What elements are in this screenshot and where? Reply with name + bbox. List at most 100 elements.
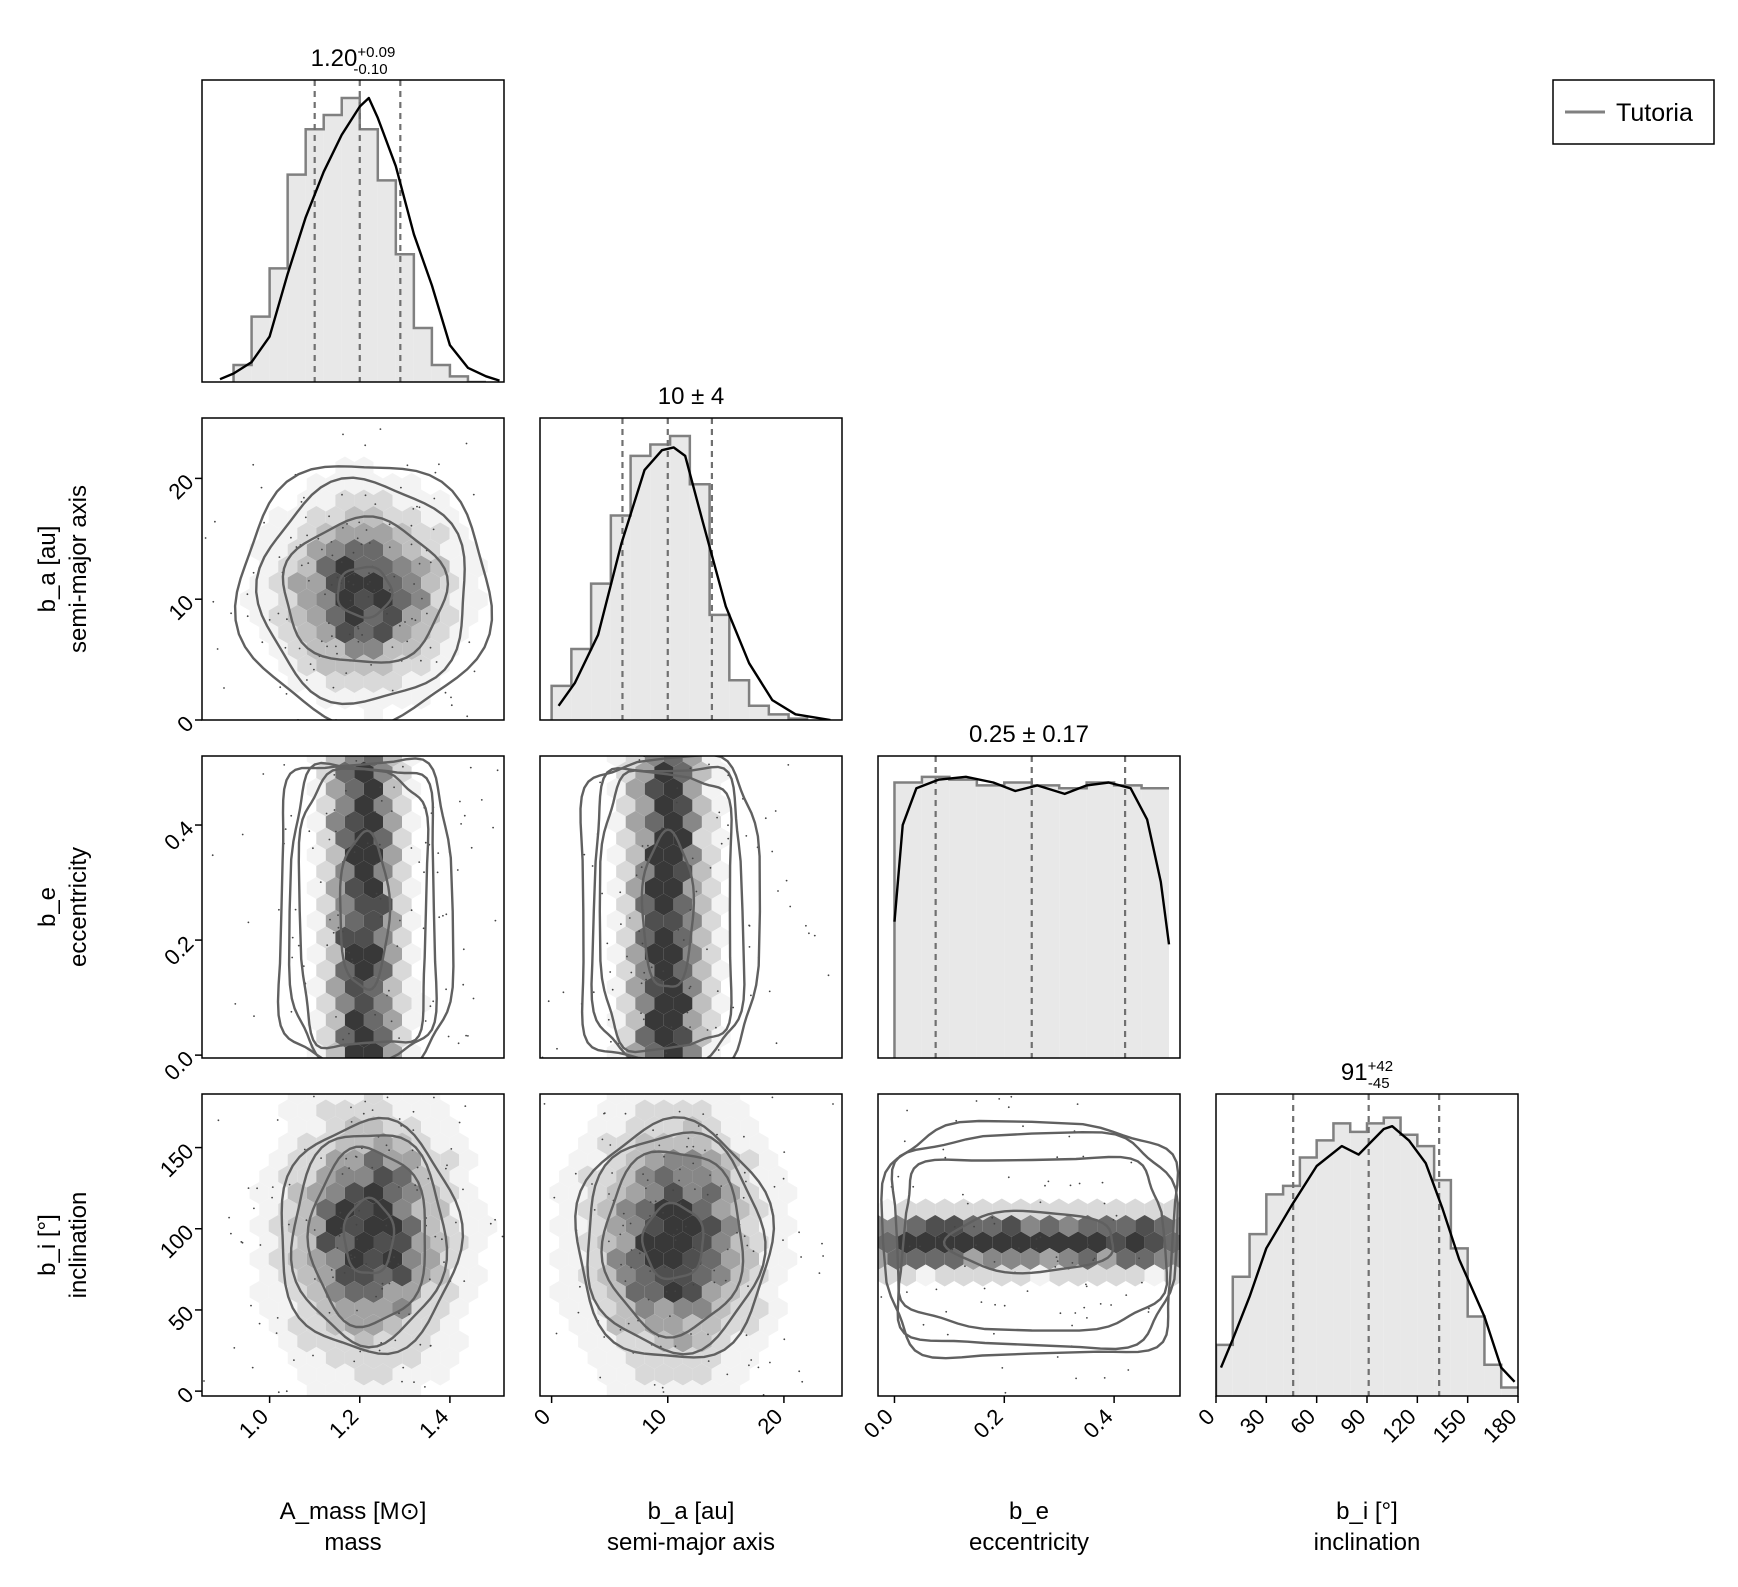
sample-dot — [571, 1132, 573, 1134]
sample-dot — [375, 892, 378, 895]
sample-dot — [443, 1261, 445, 1263]
histogram-bar — [1031, 785, 1060, 1058]
contour-level-1 — [897, 1155, 1169, 1332]
sample-dot — [1056, 1260, 1059, 1262]
hexbin-cell — [663, 1380, 683, 1396]
hexbin-cell — [663, 1281, 683, 1303]
x-axis-label: b_i [°] — [1336, 1498, 1398, 1525]
sample-dot — [945, 1310, 948, 1313]
hexbin-cell — [654, 860, 674, 883]
hexbin-cell — [1049, 1231, 1069, 1254]
sample-dot — [282, 1063, 284, 1065]
sample-dot — [662, 1391, 665, 1393]
hexbin-cell — [402, 1314, 422, 1336]
sample-dot — [336, 1247, 339, 1249]
hexbin-cell — [306, 1281, 326, 1303]
sample-dot — [345, 950, 348, 953]
histogram-bar — [359, 129, 378, 382]
sample-dot — [434, 1235, 437, 1238]
sample-dot — [1083, 1306, 1086, 1309]
sample-dot — [718, 811, 721, 814]
hexbin-cell — [616, 926, 636, 949]
hexbin-cell — [383, 473, 403, 495]
hexbin-cell — [335, 1059, 354, 1081]
sample-dot — [908, 1245, 911, 1248]
sample-dot — [1018, 1247, 1020, 1249]
hexbin-cell — [383, 943, 403, 965]
sample-dot — [366, 842, 369, 845]
sample-dot — [398, 1312, 400, 1315]
sample-dot — [435, 661, 438, 663]
sample-dot — [410, 543, 413, 546]
sample-dot — [411, 1149, 414, 1152]
hexbin-cell — [644, 943, 664, 965]
sample-dot — [429, 1278, 431, 1281]
hexbin-cell — [944, 1248, 964, 1270]
sample-dot — [216, 648, 219, 650]
hexbin-cell — [1135, 1215, 1155, 1237]
hexbin-cell — [916, 1231, 936, 1254]
sample-dot — [807, 1495, 809, 1497]
sample-dot — [262, 773, 265, 775]
hexbin-cell — [363, 1149, 383, 1171]
sample-dot — [610, 1040, 612, 1043]
histogram-bar — [269, 268, 288, 382]
sample-dot — [329, 918, 331, 921]
hexbin-cell — [711, 926, 731, 949]
hexbin-cell — [316, 1099, 336, 1122]
hexbin-cell — [1135, 1248, 1155, 1270]
contour-level-1 — [281, 515, 450, 664]
hexbin-cell — [1011, 1198, 1031, 1221]
hexbin-cell — [663, 1314, 683, 1336]
hexbin-cell — [402, 976, 422, 998]
hexbin-cell — [635, 1264, 655, 1287]
sample-dot — [647, 844, 649, 847]
hexbin-cell — [278, 1132, 298, 1155]
hexbin-cell — [354, 621, 374, 644]
hexbin-cell — [459, 1281, 479, 1303]
sample-dot — [345, 789, 347, 792]
hexbin-cell — [392, 1264, 412, 1287]
hexbin-cell — [344, 572, 364, 594]
sample-dot — [426, 612, 428, 615]
sample-dot — [459, 800, 461, 803]
hexbin-cell — [625, 1042, 645, 1058]
sample-dot — [288, 1223, 290, 1226]
sample-dot — [1086, 1317, 1088, 1319]
hexbin-cell — [402, 506, 422, 528]
x-axis-sublabel: semi-major axis — [607, 1529, 775, 1556]
hexbin-cell — [673, 1363, 693, 1386]
sample-dot — [351, 958, 353, 961]
sample-dot — [1069, 1184, 1072, 1187]
sample-dot — [212, 600, 215, 603]
hexbin-cell — [392, 827, 412, 850]
hexbin-cell — [740, 1347, 760, 1369]
histogram-bar — [305, 129, 324, 382]
hexbin-cell — [597, 1099, 617, 1122]
hexbin-cell — [616, 1363, 636, 1386]
sample-dot — [1080, 1513, 1082, 1515]
sample-dot — [993, 1261, 996, 1263]
hexbin-cell — [392, 555, 412, 578]
hexbin-cell — [1030, 1264, 1050, 1287]
sample-dot — [568, 1088, 570, 1090]
hexbin-cell — [383, 811, 403, 833]
hexbin-cell — [392, 588, 412, 611]
sample-dot — [235, 1065, 237, 1067]
hexbin-cell — [325, 844, 345, 866]
hexbin-cell — [306, 1149, 326, 1171]
sample-dot — [570, 1073, 572, 1075]
hexbin-cell — [559, 1165, 579, 1188]
sample-dot — [356, 1238, 359, 1241]
hexbin-cell — [654, 1099, 674, 1122]
hexbin-cell — [673, 1297, 693, 1320]
panel-frame — [201, 755, 505, 1059]
sample-dot — [398, 1186, 400, 1188]
hexbin-cell — [430, 489, 450, 512]
sample-dot — [691, 857, 694, 860]
sample-dot — [413, 583, 415, 585]
histogram-bar — [749, 705, 769, 720]
sample-dot — [182, 742, 184, 744]
hexbin-cell — [411, 992, 431, 1015]
